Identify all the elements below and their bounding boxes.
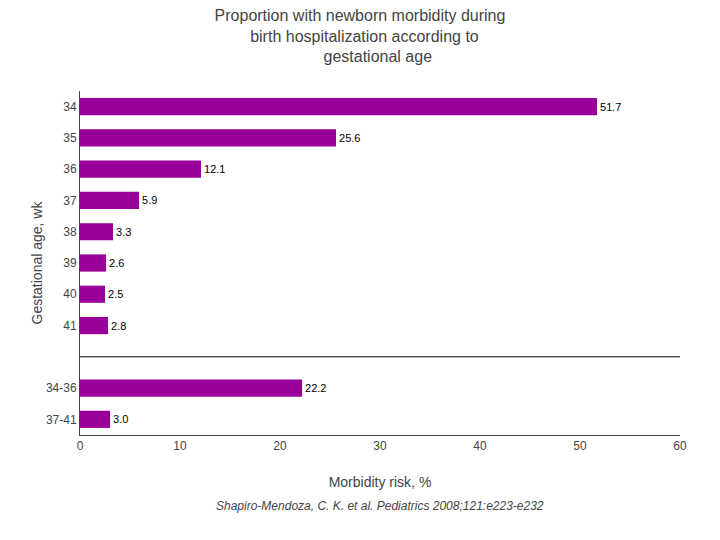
svg-text:0: 0 <box>77 439 84 453</box>
svg-text:5.9: 5.9 <box>142 194 157 206</box>
svg-text:60: 60 <box>673 439 687 453</box>
svg-text:39: 39 <box>63 256 77 270</box>
svg-text:Shapiro-Mendoza, C. K. et al.: Shapiro-Mendoza, C. K. et al. Pediatrics… <box>216 499 544 513</box>
svg-text:2.5: 2.5 <box>108 288 123 300</box>
svg-text:38: 38 <box>63 225 77 239</box>
svg-text:30: 30 <box>373 439 387 453</box>
svg-text:Morbidity risk, %: Morbidity risk, % <box>329 474 432 490</box>
svg-text:Proportion with newborn morbid: Proportion with newborn morbidity during… <box>215 7 506 66</box>
svg-text:37: 37 <box>63 194 77 208</box>
svg-text:34: 34 <box>63 100 77 114</box>
svg-text:25.6: 25.6 <box>339 132 360 144</box>
svg-text:51.7: 51.7 <box>600 101 621 113</box>
svg-text:3.0: 3.0 <box>113 413 128 425</box>
svg-text:22.2: 22.2 <box>305 382 326 394</box>
svg-text:35: 35 <box>63 131 77 145</box>
svg-text:12.1: 12.1 <box>204 163 225 175</box>
svg-text:Gestational age, wk: Gestational age, wk <box>29 201 45 325</box>
svg-text:20: 20 <box>273 439 287 453</box>
svg-text:40: 40 <box>473 439 487 453</box>
svg-text:41: 41 <box>63 319 77 333</box>
svg-text:34-36: 34-36 <box>46 381 77 395</box>
svg-text:2.6: 2.6 <box>109 257 124 269</box>
svg-text:36: 36 <box>63 162 77 176</box>
svg-text:10: 10 <box>173 439 187 453</box>
svg-text:50: 50 <box>573 439 587 453</box>
svg-text:37-41: 37-41 <box>46 413 77 427</box>
svg-text:2.8: 2.8 <box>111 320 126 332</box>
svg-text:3.3: 3.3 <box>116 226 131 238</box>
svg-text:40: 40 <box>63 287 77 301</box>
